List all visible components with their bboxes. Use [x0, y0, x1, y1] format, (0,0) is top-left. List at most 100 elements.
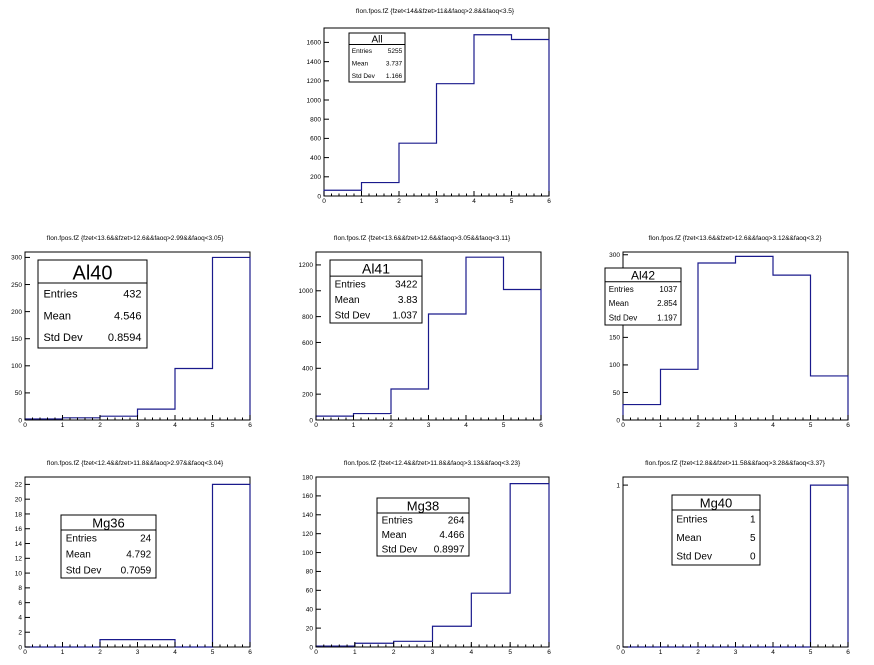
stats-value: 432 — [123, 289, 141, 301]
x-tick-label: 2 — [389, 422, 393, 429]
x-tick-label: 2 — [392, 649, 396, 656]
x-tick-label: 4 — [464, 422, 468, 429]
y-tick-label: 1000 — [307, 97, 322, 104]
y-tick-label: 0 — [317, 193, 321, 200]
x-tick-label: 6 — [248, 649, 252, 656]
y-tick-label: 400 — [302, 366, 313, 373]
y-tick-label: 50 — [613, 390, 621, 397]
y-tick-label: 0 — [18, 417, 22, 424]
stats-label: Std Dev — [335, 311, 371, 322]
stats-value: 0.8594 — [108, 332, 142, 344]
stats-value: 0.7059 — [121, 565, 152, 576]
stats-name: All — [371, 35, 382, 46]
stats-label: Mean — [676, 533, 701, 544]
stats-value: 3.737 — [386, 61, 403, 68]
x-tick-label: 1 — [61, 649, 65, 656]
y-tick-label: 400 — [310, 155, 321, 162]
x-tick-label: 1 — [61, 422, 65, 429]
y-tick-label: 200 — [302, 391, 313, 398]
y-tick-label: 50 — [15, 390, 23, 397]
stats-name: Mg40 — [700, 496, 733, 511]
histogram-panel: fIon.fpos.fZ {fzet<12.8&&fzet>11.58&&fao… — [616, 460, 850, 656]
y-tick-label: 150 — [11, 336, 22, 343]
y-tick-label: 160 — [302, 493, 313, 500]
x-tick-label: 3 — [734, 649, 738, 656]
y-tick-label: 100 — [11, 363, 22, 370]
stats-box — [329, 259, 423, 324]
x-tick-label: 3 — [427, 422, 431, 429]
x-tick-label: 3 — [431, 649, 435, 656]
y-tick-label: 140 — [302, 512, 313, 519]
stats-value: 2.854 — [657, 299, 678, 308]
x-tick-label: 3 — [435, 198, 439, 205]
stats-value: 5255 — [388, 48, 403, 55]
histogram-title: fIon.fpos.fZ {fzet<13.6&&fzet>12.6&&faoq… — [47, 235, 225, 242]
x-tick-label: 5 — [508, 649, 512, 656]
histogram-title: fIon.fpos.fZ {fzet<14&&fzet>11&&faoq>2.8… — [356, 8, 515, 15]
x-tick-label: 0 — [621, 422, 625, 429]
x-tick-label: 6 — [248, 422, 252, 429]
y-tick-label: 16 — [15, 526, 23, 533]
stats-label: Entries — [352, 48, 373, 55]
stats-label: Std Dev — [676, 551, 712, 562]
stats-value: 3.83 — [398, 295, 418, 306]
stats-box — [376, 497, 470, 557]
y-tick-label: 100 — [609, 362, 620, 369]
histogram-title: fIon.fpos.fZ {fzet<12.8&&fzet>11.58&&fao… — [645, 460, 826, 467]
y-tick-label: 600 — [310, 136, 321, 143]
histogram-panel: fIon.fpos.fZ {fzet<13.6&&fzet>12.6&&faoq… — [604, 235, 850, 429]
x-tick-label: 1 — [659, 422, 663, 429]
y-tick-label: 200 — [11, 309, 22, 316]
histogram-title: fIon.fpos.fZ {fzet<12.4&&fzet>11.8&&faoq… — [344, 460, 521, 467]
x-tick-label: 6 — [846, 422, 850, 429]
stats-value: 1.166 — [386, 73, 403, 80]
x-tick-label: 1 — [353, 649, 357, 656]
x-tick-label: 5 — [211, 422, 215, 429]
stats-name: Al41 — [362, 261, 390, 277]
y-tick-label: 0 — [309, 644, 313, 651]
y-tick-label: 60 — [306, 588, 314, 595]
stats-name: Mg38 — [407, 499, 440, 514]
y-tick-label: 1400 — [307, 59, 322, 66]
y-tick-label: 300 — [11, 255, 22, 262]
x-tick-label: 4 — [470, 649, 474, 656]
x-tick-label: 4 — [472, 198, 476, 205]
stats-value: 4.466 — [439, 530, 464, 541]
stats-label: Entries — [43, 289, 78, 301]
y-tick-label: 2 — [18, 630, 22, 637]
stats-value: 5 — [750, 533, 756, 544]
x-tick-label: 5 — [510, 198, 514, 205]
y-tick-label: 0 — [616, 644, 620, 651]
stats-label: Mean — [335, 295, 360, 306]
stats-label: Std Dev — [43, 332, 83, 344]
x-tick-label: 1 — [659, 649, 663, 656]
x-tick-label: 5 — [809, 422, 813, 429]
stats-name: Al40 — [72, 262, 112, 284]
stats-value: 1 — [750, 515, 756, 526]
y-tick-label: 6 — [18, 600, 22, 607]
histogram-panel: fIon.fpos.fZ {fzet<12.4&&fzet>11.8&&faoq… — [15, 460, 252, 656]
stats-box — [60, 514, 157, 579]
stats-value: 264 — [448, 516, 465, 527]
stats-name: Mg36 — [92, 516, 125, 531]
x-tick-label: 3 — [734, 422, 738, 429]
stats-box — [348, 32, 406, 83]
x-tick-label: 2 — [696, 649, 700, 656]
stats-value: 0 — [750, 551, 756, 562]
y-tick-label: 600 — [302, 340, 313, 347]
x-tick-label: 6 — [539, 422, 543, 429]
stats-label: Entries — [609, 285, 634, 294]
y-tick-label: 8 — [18, 585, 22, 592]
x-tick-label: 0 — [314, 422, 318, 429]
y-tick-label: 1600 — [307, 40, 322, 47]
y-tick-label: 800 — [310, 117, 321, 124]
y-tick-label: 1 — [616, 482, 620, 489]
y-tick-label: 14 — [15, 541, 23, 548]
x-tick-label: 6 — [846, 649, 850, 656]
histogram-panel: fIon.fpos.fZ {fzet<12.4&&fzet>11.8&&faoq… — [302, 460, 551, 656]
stats-value: 1.037 — [392, 311, 417, 322]
x-tick-label: 0 — [322, 198, 326, 205]
histogram-panel: fIon.fpos.fZ {fzet<14&&fzet>11&&faoq>2.8… — [307, 8, 552, 205]
stats-name: Al42 — [631, 269, 655, 283]
x-tick-label: 5 — [502, 422, 506, 429]
